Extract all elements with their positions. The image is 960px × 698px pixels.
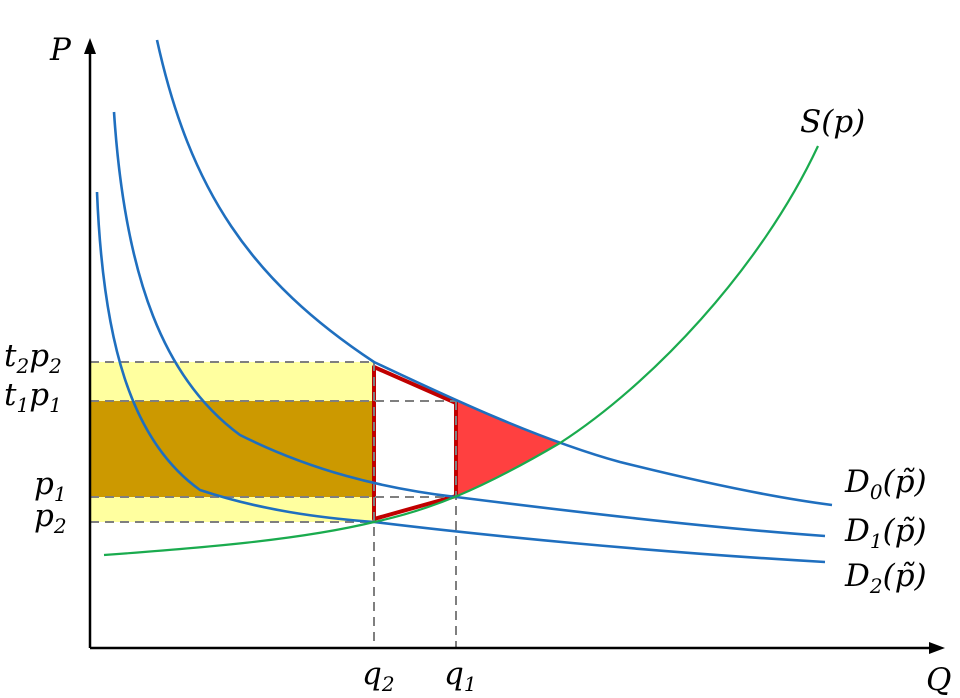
q2-label: q2 <box>362 656 395 696</box>
d1-label: D1(p̃) <box>844 513 927 553</box>
t2p2-label: t2p2 <box>4 338 62 378</box>
q1-label: q1 <box>444 656 477 696</box>
x-axis-label: Q <box>926 662 951 698</box>
t1p1-label: t1p1 <box>4 377 62 417</box>
p2-label: p2 <box>34 498 67 538</box>
x-axis-arrow <box>929 642 945 654</box>
p1-label: p1 <box>34 466 67 506</box>
y-axis-arrow <box>84 38 96 54</box>
supply-curve <box>103 145 819 557</box>
supply-label: S(p) <box>800 104 865 140</box>
d0-label: D0(p̃) <box>844 464 927 504</box>
demand-curve-d0 <box>155 39 833 507</box>
y-axis-label: P <box>49 32 72 68</box>
d2-label: D2(p̃) <box>844 558 927 598</box>
demand-curve-d2 <box>95 191 826 564</box>
dark-gold-rectangle <box>90 401 374 497</box>
red-triangle-region <box>456 401 560 497</box>
demand-curve-d1 <box>112 111 826 538</box>
